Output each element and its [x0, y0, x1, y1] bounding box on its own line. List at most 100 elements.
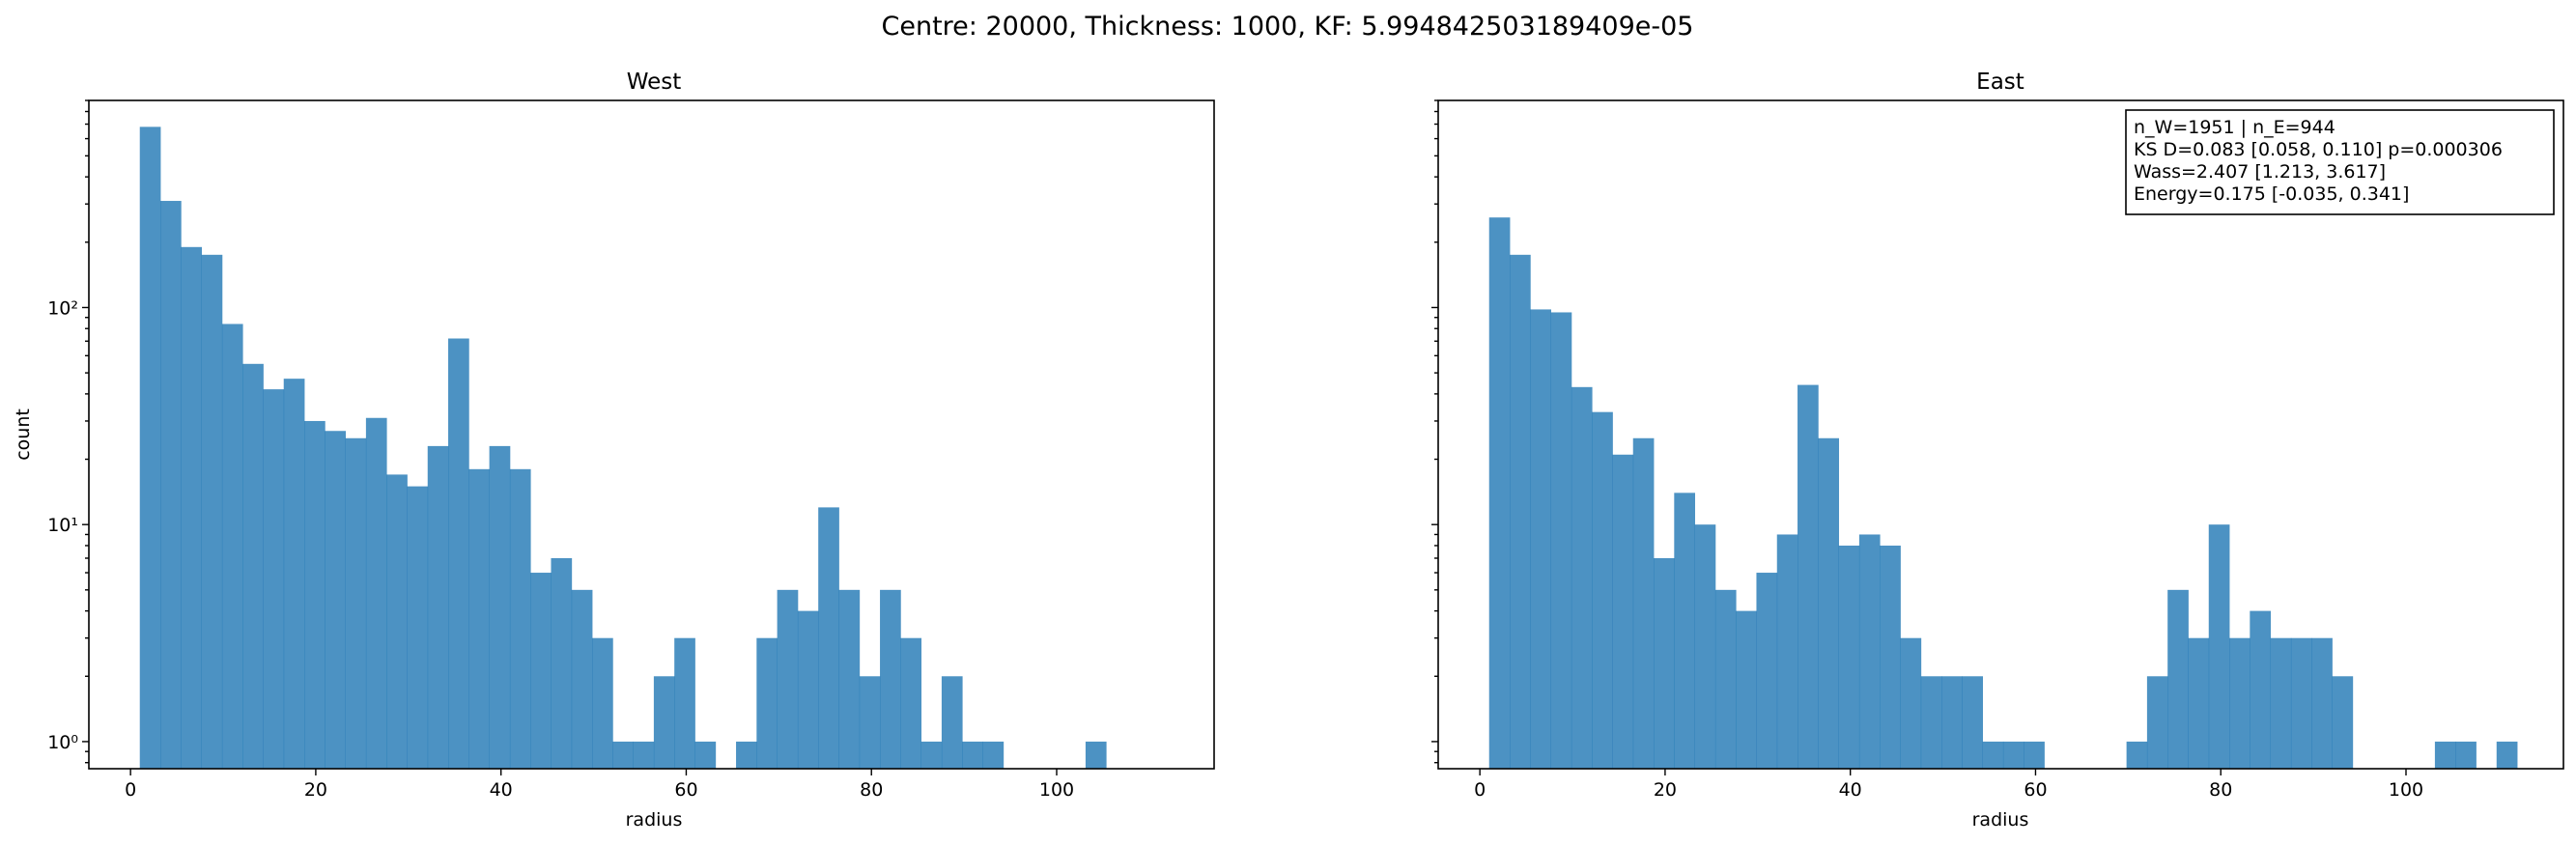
histogram-bar — [468, 468, 491, 769]
histogram-bar — [2250, 610, 2272, 769]
histogram-bar — [2434, 741, 2456, 769]
histogram-bar — [2332, 676, 2354, 769]
x-tick-label: 40 — [1839, 779, 1862, 801]
histogram-bar — [797, 610, 819, 769]
east-panel: East 0 20 40 60 80 100 radius n_W=1951 | n_E=… — [1431, 70, 2564, 831]
histogram-bar — [1776, 534, 1798, 769]
y-tick-label: 10¹ — [47, 515, 78, 536]
histogram-bar — [2167, 589, 2189, 769]
histogram-bar — [242, 363, 264, 769]
histogram-bar — [489, 445, 511, 769]
histogram-bar — [181, 246, 202, 769]
histogram-bar — [571, 589, 593, 769]
histogram-bar — [448, 338, 469, 769]
histogram-bar — [221, 324, 243, 769]
histogram-bar — [756, 637, 778, 769]
histogram-bar — [1962, 676, 1984, 769]
west-ticks: 0 20 40 60 80 100 10⁰ 10¹ 10² — [47, 99, 1074, 801]
histogram-bar — [1510, 254, 1531, 770]
stats-box: n_W=1951 | n_E=944 KS D=0.083 [0.058, 0.… — [2125, 109, 2555, 215]
histogram-bar — [1941, 676, 1963, 769]
y-tick-label: 10⁰ — [47, 732, 78, 753]
histogram-bar — [1880, 545, 1901, 769]
histogram-bar — [592, 637, 613, 769]
histogram-bar — [1654, 558, 1675, 769]
histogram-bar — [2229, 637, 2250, 769]
histogram-bar — [365, 417, 387, 769]
stats-line: Wass=2.407 [1.213, 3.617] — [2134, 161, 2386, 183]
histogram-bar — [962, 741, 983, 769]
histogram-bar — [880, 589, 901, 769]
x-tick-label: 0 — [125, 779, 136, 801]
x-tick-label: 20 — [1654, 779, 1677, 801]
histogram-bar — [900, 637, 922, 769]
x-tick-label: 100 — [1039, 779, 1074, 801]
histogram-bar — [736, 741, 757, 769]
histogram-bar — [653, 676, 675, 769]
histogram-bar — [1530, 309, 1551, 769]
east-ticks: 0 20 40 60 80 100 — [1431, 99, 2423, 801]
histogram-bar — [982, 741, 1005, 769]
histogram-bar — [386, 474, 408, 769]
histogram-bar — [1736, 610, 1757, 769]
x-tick-label: 80 — [860, 779, 883, 801]
histogram-bar — [1488, 217, 1511, 769]
histogram-bar — [1592, 411, 1613, 769]
histogram-bar — [530, 573, 552, 769]
histogram-bar — [1694, 524, 1716, 769]
west-xlabel: radius — [626, 809, 683, 831]
histogram-bar — [325, 431, 346, 769]
east-axes-frame — [1437, 99, 2564, 770]
histogram-bar — [2290, 637, 2312, 769]
histogram-bar — [283, 379, 305, 769]
histogram-bar — [1550, 312, 1572, 769]
histogram-bar — [509, 468, 531, 769]
x-tick-label: 100 — [2389, 779, 2423, 801]
histogram-bar — [1818, 437, 1840, 769]
histogram-bar — [612, 741, 635, 769]
histogram-bar — [1900, 637, 1922, 769]
histogram-bar — [1920, 676, 1942, 769]
histogram-bar — [263, 389, 285, 769]
figure-suptitle: Centre: 20000, Thickness: 1000, KF: 5.99… — [882, 12, 1694, 42]
histogram-bar — [1571, 386, 1593, 769]
stats-box-frame — [2125, 109, 2555, 215]
histogram-bar — [551, 558, 573, 769]
east-title: East — [1976, 70, 2024, 95]
histogram-bar — [1085, 741, 1107, 769]
x-tick-label: 60 — [2024, 779, 2047, 801]
y-tick-label: 10² — [47, 297, 78, 319]
histogram-bar — [407, 486, 429, 769]
histogram-bar — [1612, 454, 1634, 769]
histogram-bar — [201, 254, 223, 770]
histogram-bar — [1982, 741, 2004, 769]
histogram-bar — [1674, 493, 1695, 769]
histogram-bar — [2002, 741, 2024, 769]
histogram-bar — [2496, 741, 2518, 769]
histogram-bar — [304, 420, 326, 769]
histogram-bar — [2146, 676, 2168, 769]
histogram-bar — [1714, 589, 1737, 769]
histogram-bar — [818, 507, 839, 769]
x-tick-label: 20 — [304, 779, 327, 801]
x-tick-label: 60 — [674, 779, 697, 801]
west-bars — [139, 127, 1107, 770]
stats-line: Energy=0.175 [-0.035, 0.341] — [2134, 183, 2409, 205]
west-title: West — [627, 70, 682, 95]
histogram-bar — [1632, 437, 1655, 769]
histogram-bar — [838, 589, 861, 769]
histogram-bar — [2455, 741, 2477, 769]
histogram-bar — [160, 201, 182, 769]
histogram-bar — [2188, 637, 2210, 769]
histogram-bar — [920, 741, 943, 769]
histogram-bar — [859, 676, 881, 769]
histogram-bar — [941, 676, 963, 769]
stats-line: KS D=0.083 [0.058, 0.110] p=0.000306 — [2134, 139, 2503, 160]
histogram-bar — [2270, 637, 2292, 769]
histogram-bar — [1798, 384, 1819, 769]
west-axes-frame — [88, 99, 1215, 770]
histogram-bar — [1838, 545, 1860, 769]
histogram-bar — [427, 445, 449, 769]
histogram-bar — [633, 741, 655, 769]
